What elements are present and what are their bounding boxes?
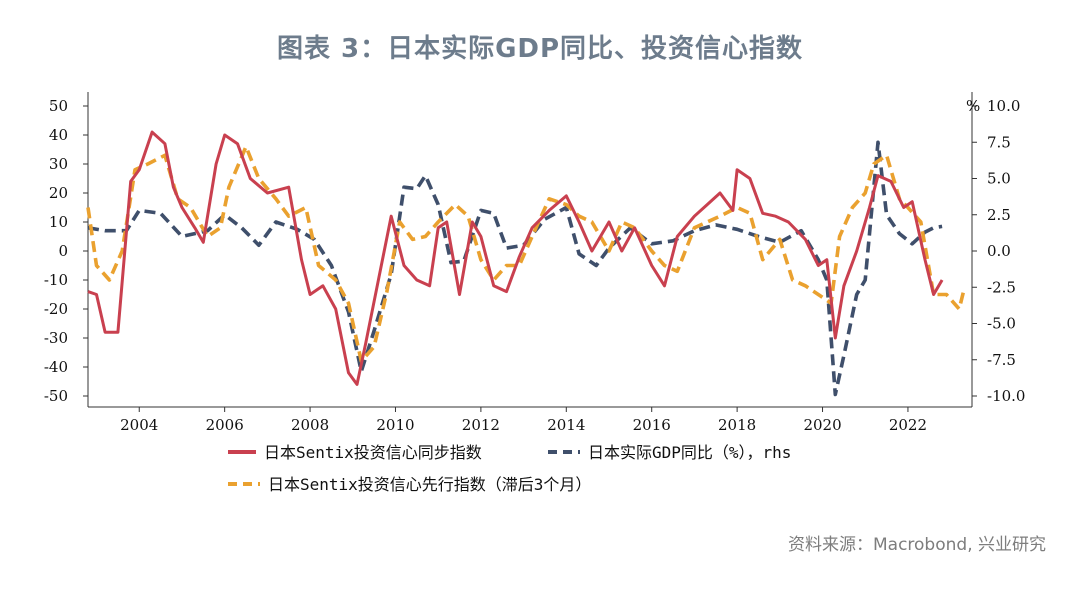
x-tick-label: 2016 xyxy=(633,416,671,434)
x-tick-label: 2008 xyxy=(291,416,329,434)
right-axis-unit: % xyxy=(966,97,980,115)
left-tick-label: -30 xyxy=(44,329,68,347)
left-tick-label: -20 xyxy=(44,300,68,318)
chart-title: 图表 3：日本实际GDP同比、投资信心指数 xyxy=(276,34,804,64)
legend-label-2: 日本实际GDP同比（%），rhs xyxy=(588,443,791,462)
left-tick-label: 0 xyxy=(58,242,68,260)
right-tick-label: 2.5 xyxy=(987,206,1011,224)
x-tick-label: 2012 xyxy=(462,416,500,434)
left-tick-label: 30 xyxy=(49,155,68,173)
x-tick-label: 2006 xyxy=(206,416,244,434)
series-layer xyxy=(86,130,966,397)
x-tick-label: 2010 xyxy=(376,416,414,434)
left-tick-label: 50 xyxy=(49,97,68,115)
legend: 日本Sentix投资信心同步指数 日本实际GDP同比（%），rhs 日本Sent… xyxy=(228,443,791,494)
right-tick-label: 0.0 xyxy=(987,242,1011,260)
left-tick-label: -40 xyxy=(44,358,68,376)
right-tick-label: -2.5 xyxy=(987,278,1016,296)
x-tick-label: 2004 xyxy=(120,416,158,434)
right-tick-label: -5.0 xyxy=(987,315,1016,333)
right-tick-label: -7.5 xyxy=(987,351,1016,369)
legend-label-1: 日本Sentix投资信心同步指数 xyxy=(264,443,482,462)
x-tick-label: 2014 xyxy=(547,416,585,434)
source-note: 资料来源：Macrobond, 兴业研究 xyxy=(787,535,1046,555)
left-tick-label: -50 xyxy=(44,387,68,405)
left-tick-label: 20 xyxy=(49,184,68,202)
left-tick-label: -10 xyxy=(44,271,68,289)
left-tick-label: 10 xyxy=(49,213,68,231)
right-tick-label: 7.5 xyxy=(987,133,1011,151)
axes: 50403020100-10-20-30-40-5010.07.55.02.50… xyxy=(44,92,1025,434)
legend-label-3: 日本Sentix投资信心先行指数（滞后3个月） xyxy=(268,475,591,494)
series-line-3 xyxy=(86,144,966,364)
x-tick-label: 2020 xyxy=(803,416,841,434)
right-tick-label: -10.0 xyxy=(987,387,1025,405)
x-tick-label: 2018 xyxy=(718,416,756,434)
right-tick-label: 10.0 xyxy=(987,97,1020,115)
x-tick-label: 2022 xyxy=(889,416,927,434)
series-line-1 xyxy=(87,130,944,386)
right-tick-label: 5.0 xyxy=(987,170,1011,188)
left-tick-label: 40 xyxy=(49,126,68,144)
